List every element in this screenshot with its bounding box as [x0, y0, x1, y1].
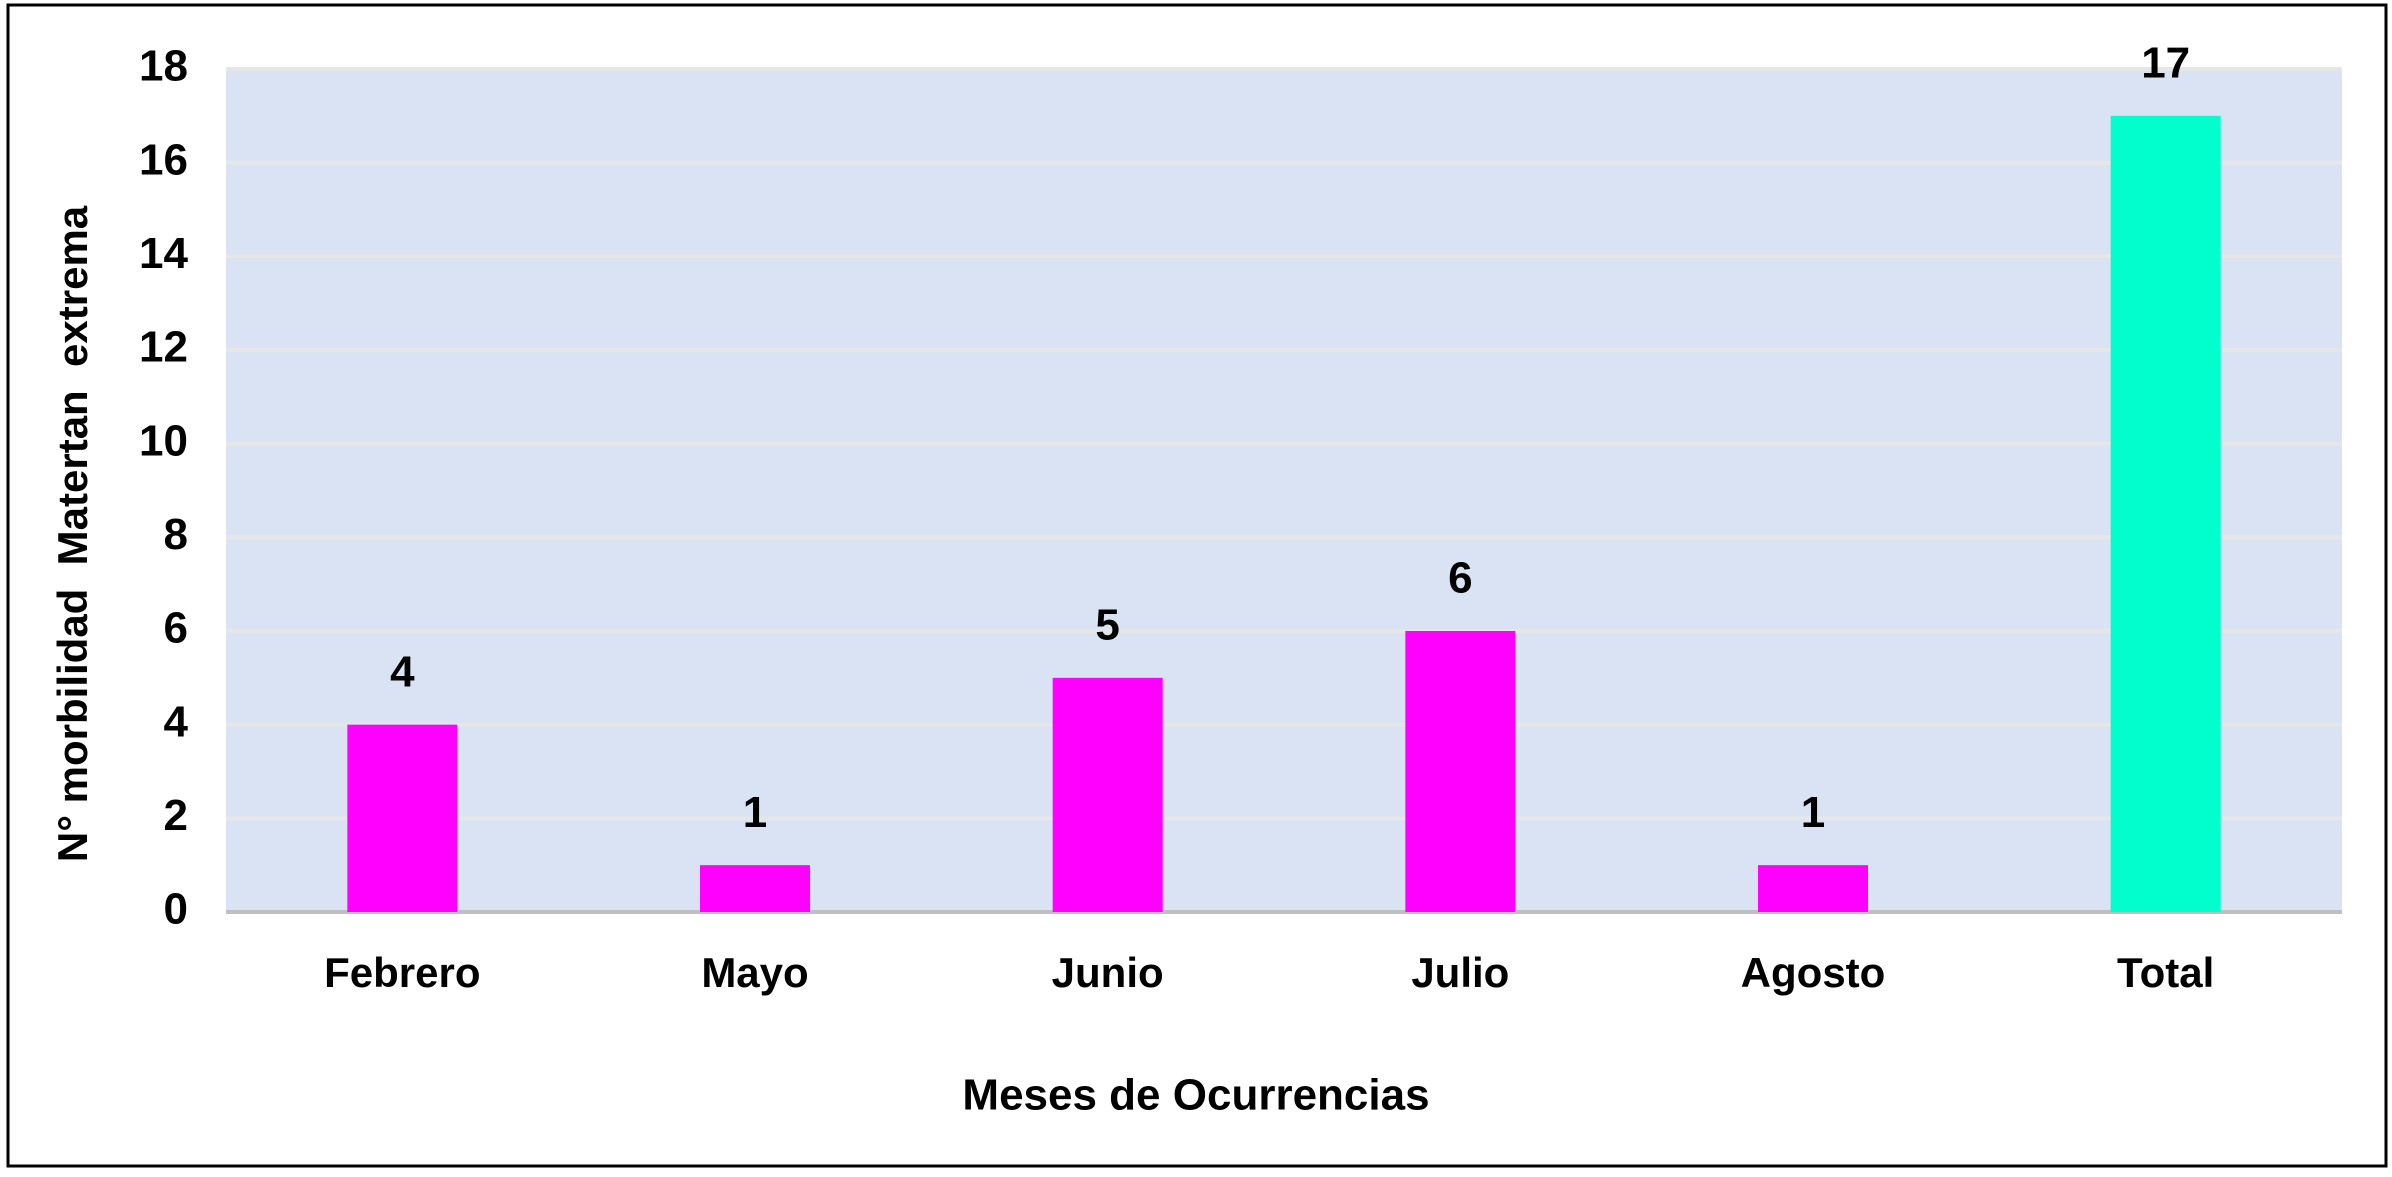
data-label: 1 [1801, 788, 1825, 837]
y-tick-label: 4 [164, 697, 189, 746]
x-tick-label: Total [2117, 949, 2214, 996]
bar [347, 724, 458, 912]
x-tick-label: Agosto [1741, 949, 1886, 996]
y-tick-label: 14 [139, 229, 188, 278]
data-label: 17 [2141, 38, 2190, 87]
bar [1405, 631, 1516, 912]
y-axis-label: N° morbilidad Matertan extrema [49, 205, 96, 862]
bar [1758, 865, 1868, 912]
x-tick-label: Febrero [324, 949, 480, 996]
plot-area [226, 69, 2342, 912]
x-axis-label: Meses de Ocurrencias [962, 1071, 1429, 1120]
data-label: 5 [1095, 600, 1119, 649]
data-label: 4 [390, 647, 415, 696]
data-label: 6 [1448, 554, 1472, 603]
y-tick-label: 6 [164, 604, 188, 653]
y-tick-label: 0 [164, 885, 188, 934]
y-tick-label: 8 [164, 510, 188, 559]
bar [1052, 677, 1163, 912]
data-label: 1 [743, 788, 767, 837]
x-tick-label: Junio [1052, 949, 1164, 996]
bar [2110, 115, 2221, 913]
y-tick-label: 2 [164, 791, 188, 840]
y-tick-label: 16 [139, 135, 188, 184]
y-tick-label: 12 [139, 323, 188, 372]
bar [700, 865, 810, 912]
x-tick-label: Mayo [701, 949, 808, 996]
y-tick-label: 18 [139, 42, 188, 91]
x-tick-label: Julio [1411, 949, 1509, 996]
y-tick-label: 10 [139, 416, 188, 465]
